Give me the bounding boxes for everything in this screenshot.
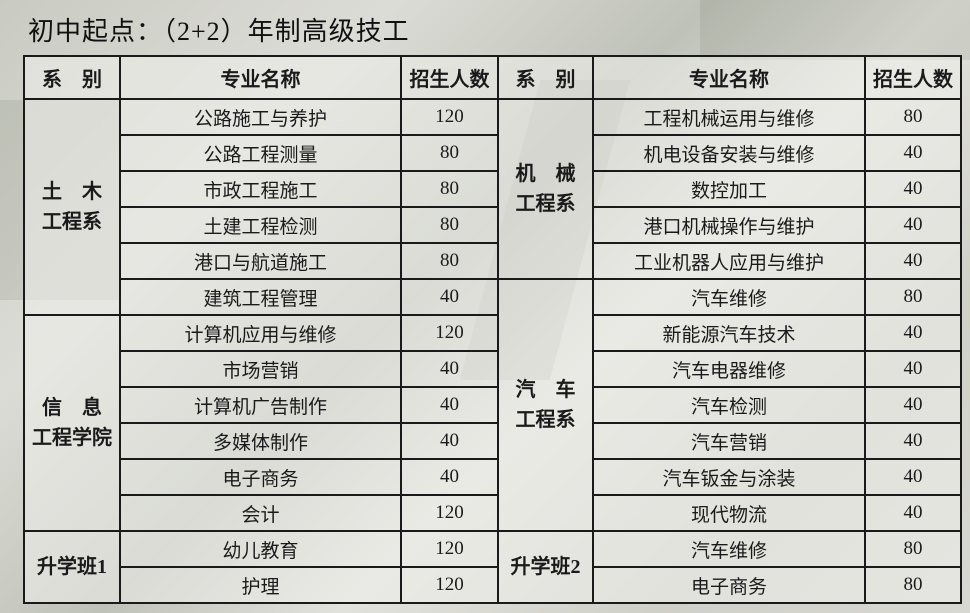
major-name: 港口与航道施工 <box>119 242 402 280</box>
table-row: 电子商务 40 汽车钣金与涂装 40 <box>24 458 962 496</box>
enrollment-count: 120 <box>400 566 499 604</box>
department-name-line2: 工程学院 <box>32 427 112 449</box>
enrollment-count: 40 <box>400 422 499 460</box>
department-name: 汽 车 <box>515 379 576 401</box>
major-name: 计算机应用与维修 <box>119 314 402 352</box>
enrollment-count: 120 <box>400 314 499 352</box>
table-row: 升学班1 幼儿教育 120 升学班2 汽车维修 80 <box>23 530 962 604</box>
enrollment-count: 80 <box>400 206 499 244</box>
department-name-line2: 工程系 <box>515 193 576 215</box>
department-name: 机 械 <box>515 163 576 185</box>
enrollment-count: 40 <box>864 206 962 244</box>
header-dept: 系 别 <box>23 55 121 100</box>
major-name: 电子商务 <box>119 458 402 496</box>
major-name: 多媒体制作 <box>119 422 402 460</box>
enrollment-count: 80 <box>864 530 962 568</box>
department-name-line2: 工程系 <box>515 409 576 431</box>
enrollment-count: 120 <box>400 494 499 532</box>
department-cell: 汽 车工程系 <box>497 278 594 532</box>
major-name: 电子商务 <box>592 566 866 604</box>
header-major: 专业名称 <box>119 55 402 100</box>
major-name: 机电设备安装与维修 <box>592 134 866 172</box>
enrollment-count: 80 <box>400 134 499 172</box>
department-name: 升学班2 <box>510 556 581 578</box>
header-major: 专业名称 <box>592 55 866 100</box>
major-name: 公路施工与养护 <box>119 98 402 136</box>
table-row: 计算机广告制作 40 汽车检测 40 <box>24 386 962 424</box>
enrollment-count: 120 <box>400 98 499 136</box>
enrollment-table: 系 别 专业名称 招生人数 系 别 专业名称 招生人数 土 木工程系 公路施工与养… <box>23 55 962 604</box>
table-row: 会计 120 现代物流 40 <box>24 494 962 532</box>
enrollment-count: 40 <box>864 170 962 208</box>
major-name: 汽车维修 <box>592 530 866 568</box>
enrollment-count: 40 <box>400 278 499 316</box>
enrollment-count: 40 <box>864 458 962 496</box>
major-name: 新能源汽车技术 <box>592 314 866 352</box>
enrollment-count: 40 <box>864 386 962 424</box>
table-row: 市场营销 40 汽车电器维修 40 <box>24 350 962 388</box>
header-count: 招生人数 <box>864 55 962 100</box>
major-name: 幼儿教育 <box>119 530 402 568</box>
department-cell: 升学班1 <box>23 530 121 604</box>
enrollment-count: 80 <box>864 566 962 604</box>
enrollment-count: 40 <box>864 494 962 532</box>
major-name: 工程机械运用与维修 <box>592 98 866 136</box>
major-name: 公路工程测量 <box>119 134 402 172</box>
table-row: 土建工程检测 80 港口机械操作与维护 40 <box>24 206 962 244</box>
major-name: 汽车营销 <box>592 422 866 460</box>
department-name: 升学班1 <box>37 556 107 578</box>
table-row: 信 息工程学院 计算机应用与维修 120 新能源汽车技术 40 <box>23 314 962 532</box>
major-name: 市场营销 <box>119 350 402 388</box>
background-building <box>700 0 970 60</box>
header-count: 招生人数 <box>400 55 499 100</box>
department-name: 土 木 <box>42 181 102 203</box>
enrollment-count: 120 <box>400 530 499 568</box>
table-row: 公路工程测量 80 机电设备安装与维修 40 <box>24 134 962 172</box>
table-row: 港口与航道施工 80 工业机器人应用与维护 40 <box>24 242 962 280</box>
table-row: 建筑工程管理 40 汽 车工程系 汽车维修 80 <box>24 278 962 532</box>
department-cell: 升学班2 <box>497 530 594 604</box>
enrollment-count: 40 <box>864 350 962 388</box>
major-name: 现代物流 <box>592 494 866 532</box>
enrollment-count: 80 <box>400 242 499 280</box>
table-row: 土 木工程系 公路施工与养护 120 机 械工程系 工程机械运用与维修 80 <box>23 98 962 316</box>
major-name: 建筑工程管理 <box>119 278 402 316</box>
enrollment-count: 40 <box>400 350 499 388</box>
major-name: 汽车检测 <box>592 386 866 424</box>
header-row: 系 别 专业名称 招生人数 系 别 专业名称 招生人数 <box>23 55 962 100</box>
table-row: 护理 120 电子商务 80 <box>24 566 962 604</box>
table-row: 市政工程施工 80 数控加工 40 <box>24 170 962 208</box>
major-name: 会计 <box>119 494 402 532</box>
enrollment-count: 40 <box>864 134 962 172</box>
department-name-line2: 工程系 <box>42 211 102 233</box>
enrollment-count: 40 <box>864 314 962 352</box>
enrollment-count: 40 <box>864 422 962 460</box>
major-name: 港口机械操作与维护 <box>592 206 866 244</box>
department-cell: 机 械工程系 <box>497 98 594 280</box>
table-row: 多媒体制作 40 汽车营销 40 <box>24 422 962 460</box>
enrollment-count: 40 <box>864 242 962 280</box>
major-name: 汽车钣金与涂装 <box>592 458 866 496</box>
major-name: 市政工程施工 <box>119 170 402 208</box>
major-name: 计算机广告制作 <box>119 386 402 424</box>
department-cell: 土 木工程系 <box>23 98 121 316</box>
major-name: 工业机器人应用与维护 <box>592 242 866 280</box>
major-name: 护理 <box>119 566 402 604</box>
department-name: 信 息 <box>42 397 102 419</box>
enrollment-count: 80 <box>864 278 962 316</box>
major-name: 汽车维修 <box>592 278 866 316</box>
enrollment-count: 40 <box>400 458 499 496</box>
enrollment-count: 40 <box>400 386 499 424</box>
major-name: 土建工程检测 <box>119 206 402 244</box>
header-dept: 系 别 <box>497 55 594 100</box>
enrollment-count: 80 <box>864 98 962 136</box>
enrollment-count: 80 <box>400 170 499 208</box>
page-title: 初中起点：（2+2）年制高级技工 <box>28 17 410 46</box>
department-cell: 信 息工程学院 <box>23 314 121 532</box>
major-name: 汽车电器维修 <box>592 350 866 388</box>
major-name: 数控加工 <box>592 170 866 208</box>
